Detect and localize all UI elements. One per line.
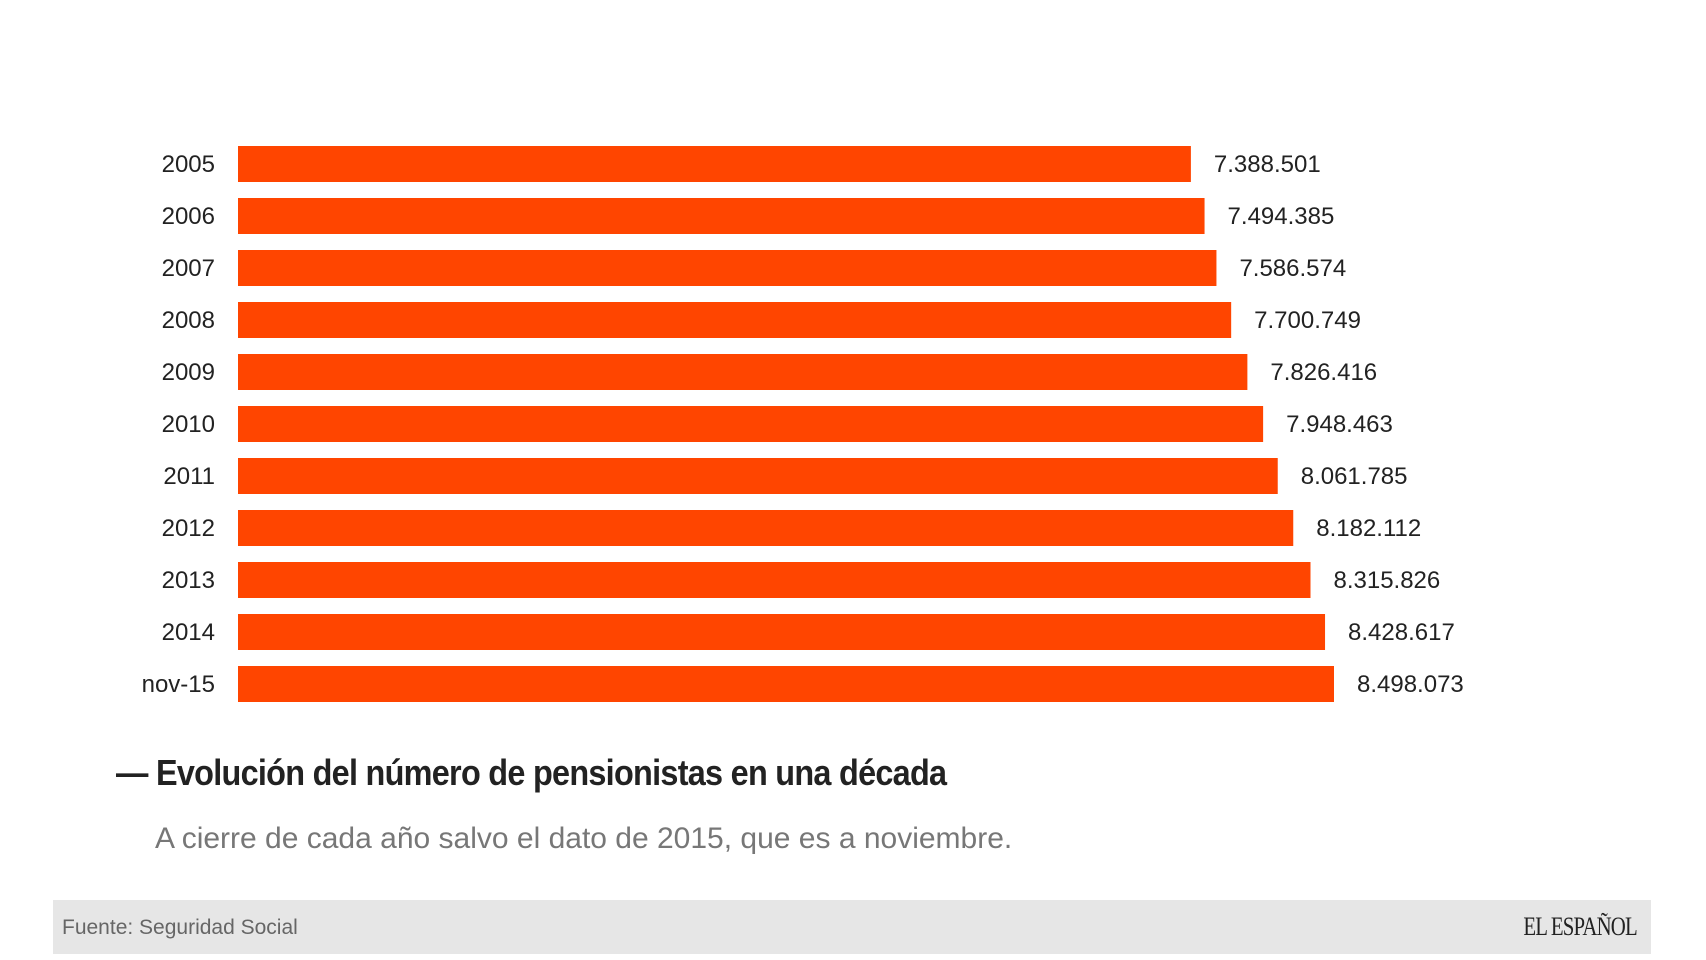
bar-2005 <box>238 146 1191 182</box>
bar-chart: 2005 7.388.501 2006 7.494.385 2007 7.586.574 2… <box>142 146 1464 702</box>
value-label: 8.315.826 <box>1333 567 1440 594</box>
bar-2007 <box>238 250 1217 286</box>
value-label: 8.498.073 <box>1357 671 1464 698</box>
title-dash: — <box>116 752 148 793</box>
value-label: 7.826.416 <box>1270 359 1377 386</box>
value-label: 7.586.574 <box>1239 255 1346 282</box>
value-label: 8.182.112 <box>1316 515 1421 542</box>
category-label: 2009 <box>162 359 215 386</box>
footer-bar: Fuente: Seguridad Social EL ESPAÑOL <box>53 900 1651 954</box>
category-label: 2014 <box>162 619 215 646</box>
title-text: Evolución del número de pensionistas en … <box>155 752 947 793</box>
bar-2011 <box>238 458 1278 494</box>
value-label: 7.494.385 <box>1228 203 1335 230</box>
category-label: 2006 <box>162 203 215 230</box>
category-label: 2011 <box>163 463 215 490</box>
category-label: 2005 <box>162 151 215 178</box>
el-espanol-logo: EL ESPAÑOL <box>1523 912 1637 941</box>
bar-2013 <box>238 562 1311 598</box>
chart-title: — Evolución del número de pensionistas e… <box>116 752 947 794</box>
bar-2008 <box>238 302 1232 338</box>
category-label: 2010 <box>162 411 215 438</box>
category-label: nov-15 <box>142 671 215 698</box>
bar-2006 <box>238 198 1205 234</box>
value-label: 8.061.785 <box>1301 463 1408 490</box>
chart-subtitle: A cierre de cada año salvo el dato de 20… <box>155 822 1013 855</box>
bar-2010 <box>238 406 1264 442</box>
value-label: 7.948.463 <box>1286 411 1393 438</box>
value-label: 7.700.749 <box>1254 307 1361 334</box>
category-label: 2008 <box>162 307 215 334</box>
category-label: 2007 <box>162 255 215 282</box>
bar-2009 <box>238 354 1248 390</box>
category-label: 2013 <box>162 567 215 594</box>
bar-nov-15 <box>238 666 1334 702</box>
category-label: 2012 <box>162 515 215 542</box>
value-label: 8.428.617 <box>1348 619 1455 646</box>
bar-2012 <box>238 510 1294 546</box>
bar-2014 <box>238 614 1326 650</box>
source-note: Fuente: Seguridad Social <box>62 916 298 939</box>
value-label: 7.388.501 <box>1214 151 1321 178</box>
